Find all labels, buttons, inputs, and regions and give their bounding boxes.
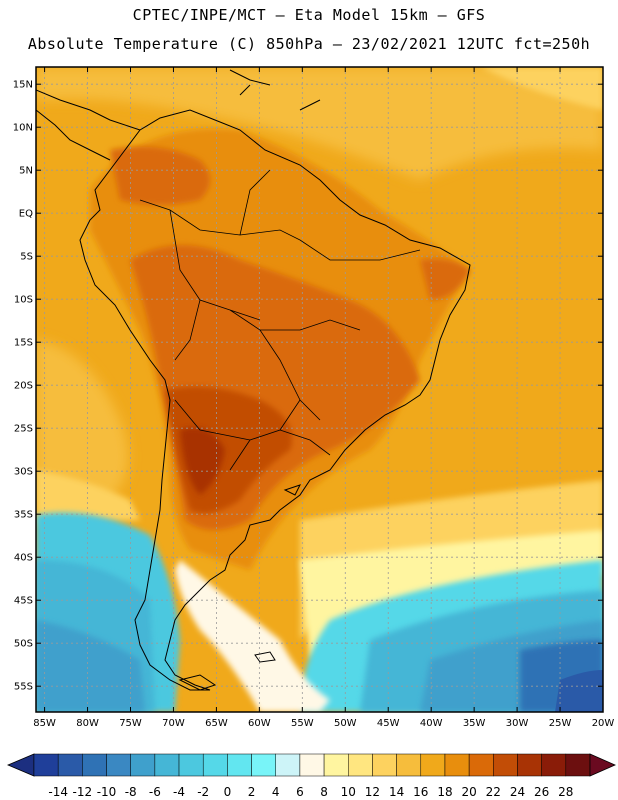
- tierra-del-fuego: [178, 674, 217, 691]
- colorbar-label: 0: [224, 785, 232, 799]
- colorbar-label: 24: [510, 785, 525, 799]
- lat-label: 50S: [14, 639, 33, 650]
- colorbar-swatch: [493, 753, 518, 777]
- colorbar-swatch: [396, 753, 422, 777]
- lon-label: 85W: [33, 718, 56, 729]
- lon-label: 20W: [592, 718, 615, 729]
- colorbar-swatch: [57, 753, 83, 777]
- colorbar-swatch: [323, 753, 349, 777]
- colorbar-label: 18: [437, 785, 452, 799]
- lat-label: 35S: [14, 510, 33, 521]
- colorbar-label: 12: [365, 785, 380, 799]
- colorbar-label: -4: [173, 785, 185, 799]
- colorbar-label: 4: [272, 785, 280, 799]
- lon-label: 75W: [119, 718, 142, 729]
- lat-label: 30S: [14, 467, 33, 478]
- falklands: [254, 651, 276, 663]
- colorbar-swatch: [541, 753, 567, 777]
- colorbar-swatch: [202, 753, 228, 777]
- chart-subtitle: Absolute Temperature (C) 850hPa – 23/02/…: [27, 35, 591, 53]
- colorbar: [6, 753, 616, 777]
- lon-label: 55W: [291, 718, 314, 729]
- longitude-labels: 85W 80W 75W 70W 65W 60W 55W 50W 45W 40W 35W 30W 25W 2…: [33, 718, 614, 729]
- colorbar-swatch: [348, 753, 373, 777]
- lat-label: 40S: [14, 553, 33, 564]
- lon-label: 50W: [334, 718, 357, 729]
- lat-label: 15S: [14, 338, 33, 349]
- country-borders: [139, 169, 421, 471]
- colorbar-label: 8: [320, 785, 328, 799]
- colorbar-swatch: [444, 753, 470, 777]
- lon-label: 80W: [76, 718, 99, 729]
- colorbar-label: 2: [248, 785, 256, 799]
- lon-label: 60W: [248, 718, 271, 729]
- colorbar-swatch: [178, 753, 204, 777]
- lon-label: 30W: [506, 718, 529, 729]
- lon-label: 70W: [162, 718, 185, 729]
- temperature-field: [36, 67, 603, 712]
- lat-label: 10N: [13, 123, 33, 134]
- colorbar-swatch: [154, 753, 180, 777]
- colorbar-swatch: [372, 753, 397, 777]
- colorbar-high-arrow: [589, 753, 616, 777]
- colorbar-labels: -14 -12 -10 -8 -6 -4 -2 0 2 4 6 8 10 12 14 16 18 20 22 24 26…: [48, 785, 573, 799]
- lon-label: 25W: [549, 718, 572, 729]
- coastlines: [36, 69, 471, 691]
- south-america-coast: [79, 109, 471, 691]
- colorbar-label: 22: [486, 785, 501, 799]
- colorbar-label: -12: [73, 785, 93, 799]
- lon-label: 40W: [420, 718, 443, 729]
- colorbar-label: 28: [558, 785, 573, 799]
- lat-label: 5S: [20, 252, 33, 263]
- latitude-labels: 15N 10N 5N EQ 5S 10S 15S 20S 25S 30S 35S 40S 45S 50S 5…: [13, 80, 33, 693]
- lat-label: EQ: [19, 209, 33, 220]
- central-america-coast: [36, 89, 141, 161]
- colorbar-label: -2: [197, 785, 209, 799]
- colorbar-label: -14: [48, 785, 68, 799]
- lagoon: [283, 484, 301, 496]
- colorbar-swatch: [420, 753, 446, 777]
- colorbar-label: 10: [341, 785, 356, 799]
- colorbar-label: -6: [149, 785, 161, 799]
- lat-label: 10S: [14, 295, 33, 306]
- colorbar-swatch: [565, 753, 591, 777]
- colorbar-label: 16: [413, 785, 428, 799]
- colorbar-swatch: [130, 753, 156, 777]
- caribbean-coast: [229, 69, 321, 111]
- axis-ticks: [36, 67, 604, 712]
- map-frame: [35, 66, 604, 713]
- chart-title: CPTEC/INPE/MCT – Eta Model 15km – GFS: [132, 6, 486, 24]
- lat-label: 25S: [14, 424, 33, 435]
- colorbar-swatch: [106, 753, 131, 777]
- colorbar-label: 26: [534, 785, 549, 799]
- colorbar-swatch: [517, 753, 542, 777]
- colorbar-label: 20: [461, 785, 476, 799]
- colorbar-label: -10: [97, 785, 117, 799]
- lon-label: 65W: [205, 718, 228, 729]
- colorbar-swatch: [82, 753, 107, 777]
- lat-label: 55S: [14, 682, 33, 693]
- colorbar-label: 14: [389, 785, 404, 799]
- colorbar-label: -8: [125, 785, 137, 799]
- colorbar-swatch: [251, 753, 276, 777]
- colorbar-swatch: [299, 753, 325, 777]
- lat-label: 20S: [14, 381, 33, 392]
- colorbar-swatch: [275, 753, 301, 777]
- lon-label: 35W: [463, 718, 486, 729]
- colorbar-low-arrow: [6, 753, 35, 777]
- lon-label: 45W: [377, 718, 400, 729]
- colorbar-swatch: [468, 753, 494, 777]
- lat-label: 15N: [13, 80, 33, 91]
- colorbar-swatch: [227, 753, 252, 777]
- colorbar-swatch: [33, 753, 59, 777]
- lat-label: 5N: [19, 166, 33, 177]
- colorbar-label: 6: [296, 785, 304, 799]
- lat-label: 45S: [14, 596, 33, 607]
